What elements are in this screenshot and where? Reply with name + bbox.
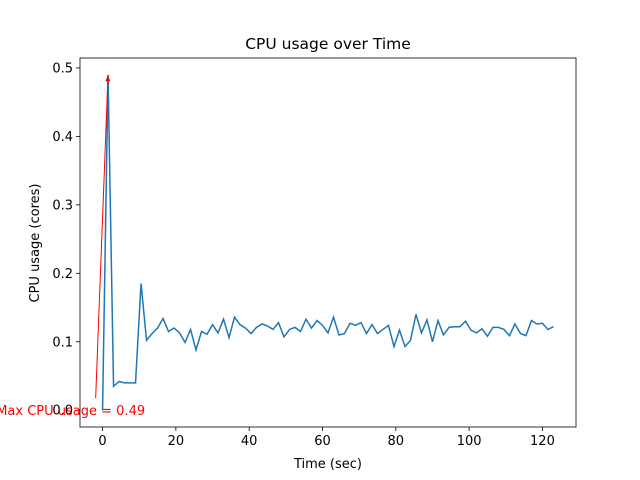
- y-tick-label: 0.4: [52, 130, 73, 145]
- y-tick-label: 0.1: [52, 335, 73, 350]
- annotation-text: Max CPU usage = 0.49: [0, 404, 145, 419]
- x-tick-label: 80: [388, 434, 405, 449]
- y-tick-label: 0.5: [52, 61, 73, 76]
- y-axis-label: CPU usage (cores): [28, 184, 43, 303]
- x-axis-label: Time (sec): [293, 457, 362, 472]
- x-tick-label: 20: [168, 434, 185, 449]
- x-tick-label: 100: [457, 434, 482, 449]
- x-tick-label: 40: [241, 434, 258, 449]
- plot-frame: [79, 57, 577, 428]
- y-tick-label: 0.2: [52, 267, 73, 282]
- chart-title: CPU usage over Time: [245, 35, 411, 53]
- data-line: [101, 74, 554, 411]
- annotation-arrowhead: [105, 74, 111, 82]
- y-tick-label: 0.3: [52, 198, 73, 213]
- annotation-arrow: [95, 74, 109, 399]
- x-tick-label: 60: [314, 434, 331, 449]
- x-tick-label: 120: [530, 434, 555, 449]
- y-tick-label: 0.0: [52, 404, 73, 419]
- x-tick-label: 0: [98, 434, 106, 449]
